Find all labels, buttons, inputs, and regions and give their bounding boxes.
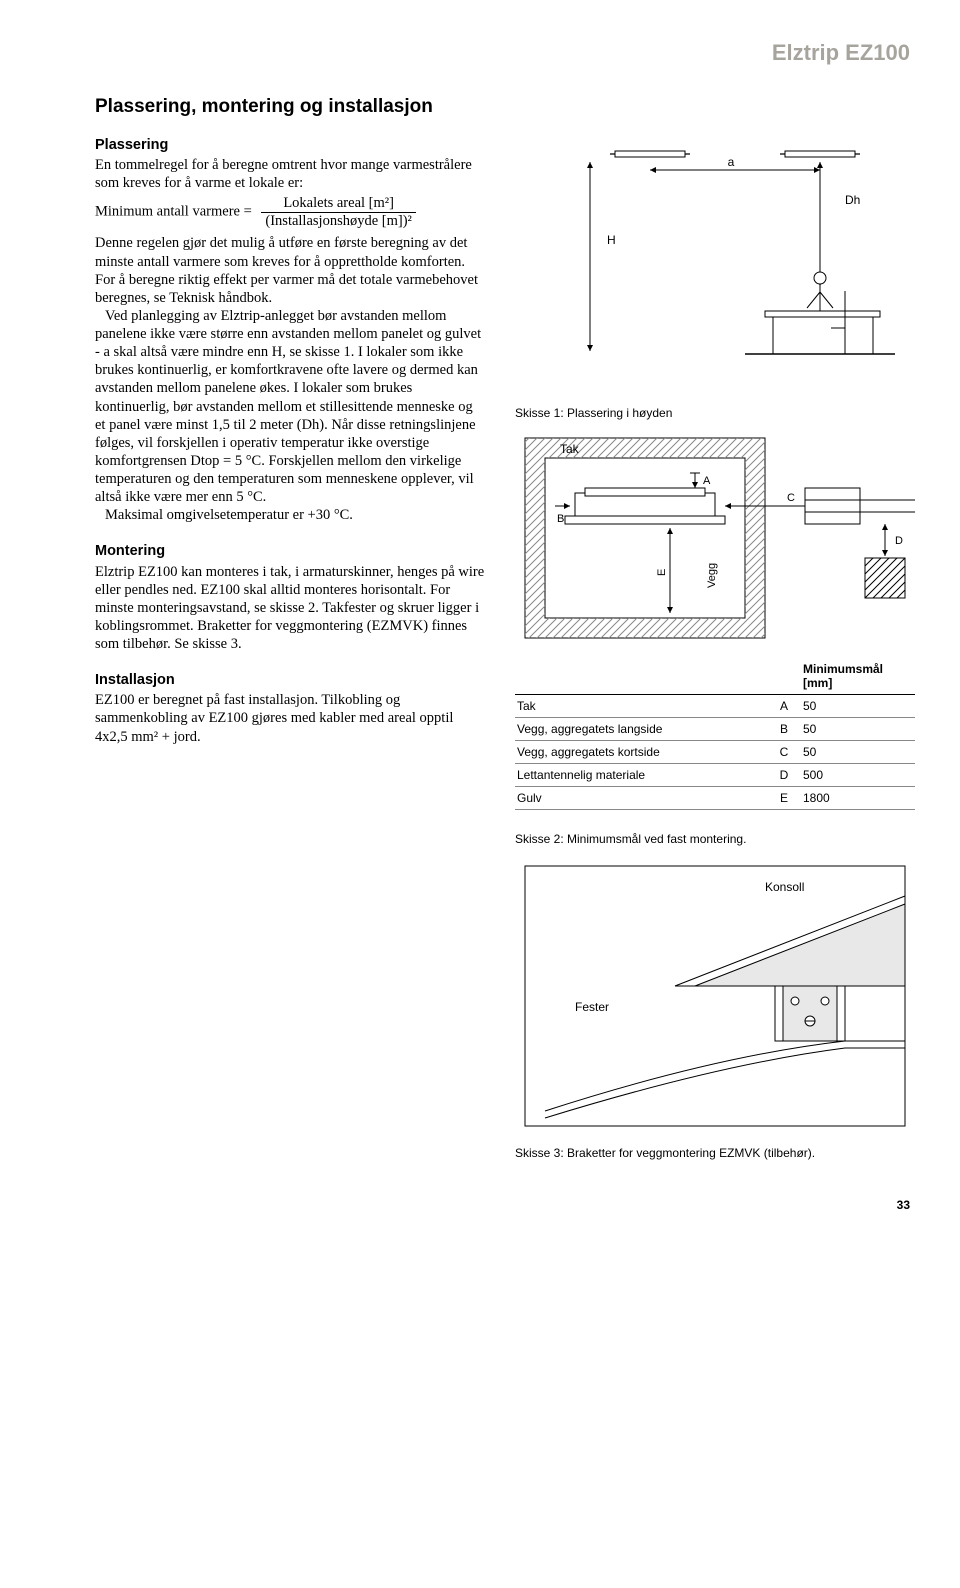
sketch1-svg: a Dh H <box>515 136 895 396</box>
heading-plassering: Plassering <box>95 136 485 154</box>
label-E: E <box>656 569 668 576</box>
table-row: Vegg, aggregatets kortside C 50 <box>515 741 915 764</box>
label-C: C <box>787 492 795 504</box>
section-plassering: Plassering En tommelregel for å beregne … <box>95 136 485 524</box>
formula-denominator: (Installasjonshøyde [m])² <box>261 213 416 229</box>
cell-name: Vegg, aggregatets langside <box>515 718 767 741</box>
label-konsoll: Konsoll <box>765 880 804 894</box>
label-fester: Fester <box>575 1000 609 1014</box>
sketch2-caption: Skisse 2: Minimumsmål ved fast montering… <box>515 832 915 846</box>
label-tak: Tak <box>560 442 580 456</box>
section-montering: Montering Elztrip EZ100 kan monteres i t… <box>95 542 485 653</box>
minmal-th1 <box>515 658 767 695</box>
sketch1-caption: Skisse 1: Plassering i høyden <box>515 406 915 420</box>
plassering-intro: En tommelregel for å beregne omtrent hvo… <box>95 156 485 192</box>
label-h: H <box>607 233 616 247</box>
plassering-p2: Denne regelen gjør det mulig å utføre en… <box>95 234 485 307</box>
section-installasjon: Installasjon EZ100 er beregnet på fast i… <box>95 671 485 746</box>
minmal-th2 <box>767 658 801 695</box>
cell-val: 50 <box>801 695 915 718</box>
cell-val: 50 <box>801 718 915 741</box>
table-row: Lettantennelig materiale D 500 <box>515 764 915 787</box>
formula: Minimum antall varmere = Lokalets areal … <box>95 196 485 228</box>
table-row: Vegg, aggregatets langside B 50 <box>515 718 915 741</box>
montering-body: Elztrip EZ100 kan monteres i tak, i arma… <box>95 563 485 654</box>
cell-name: Lettantennelig materiale <box>515 764 767 787</box>
cell-code: C <box>767 741 801 764</box>
heading-montering: Montering <box>95 542 485 560</box>
label-dh: Dh <box>845 193 860 207</box>
heading-installasjon: Installasjon <box>95 671 485 689</box>
cell-code: D <box>767 764 801 787</box>
minmal-th3: Minimumsmål [mm] <box>801 658 915 695</box>
formula-lhs: Minimum antall varmere = <box>95 204 252 220</box>
product-header: Elztrip EZ100 <box>95 40 910 66</box>
cell-val: 1800 <box>801 787 915 810</box>
cell-code: A <box>767 695 801 718</box>
right-column: a Dh H <box>515 136 915 1168</box>
label-vegg: Vegg <box>706 563 718 588</box>
page-title: Plassering, montering og installasjon <box>95 96 910 118</box>
left-column: Plassering En tommelregel for å beregne … <box>95 136 485 1168</box>
label-D: D <box>895 535 903 547</box>
cell-val: 50 <box>801 741 915 764</box>
label-a: a <box>728 155 735 169</box>
sketch2-svg: Tak A B E Vegg <box>515 428 915 648</box>
sketch3-caption: Skisse 3: Braketter for veggmontering EZ… <box>515 1146 915 1160</box>
table-row: Tak A 50 <box>515 695 915 718</box>
plassering-p4: Maksimal omgivelsetemperatur er +30 °C. <box>95 506 485 524</box>
cell-name: Tak <box>515 695 767 718</box>
sketch3-svg: Konsoll Fester <box>515 856 915 1136</box>
installasjon-body: EZ100 er beregnet på fast installasjon. … <box>95 691 485 745</box>
cell-code: E <box>767 787 801 810</box>
formula-numerator: Lokalets areal [m²] <box>261 196 416 213</box>
cell-name: Vegg, aggregatets kortside <box>515 741 767 764</box>
table-row: Gulv E 1800 <box>515 787 915 810</box>
cell-code: B <box>767 718 801 741</box>
label-B: B <box>557 513 564 525</box>
label-A: A <box>703 475 711 487</box>
cell-name: Gulv <box>515 787 767 810</box>
cell-val: 500 <box>801 764 915 787</box>
plassering-p3: Ved planlegging av Elztrip-anlegget bør … <box>95 307 485 506</box>
page-number: 33 <box>95 1198 910 1212</box>
minmal-table: Minimumsmål [mm] Tak A 50 Vegg, aggregat… <box>515 658 915 810</box>
